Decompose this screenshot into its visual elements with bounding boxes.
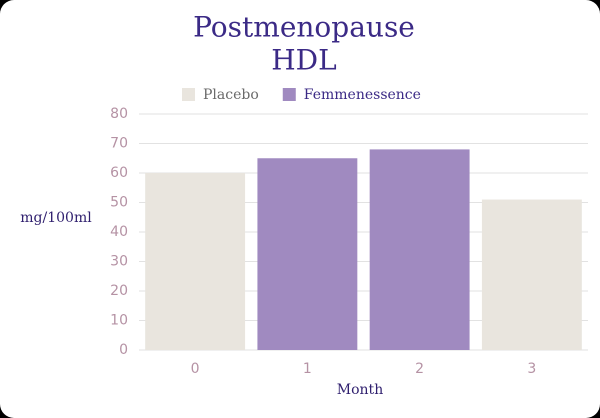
y-tick-label: 50 bbox=[110, 195, 128, 211]
chart-title: HDL bbox=[271, 44, 336, 77]
y-tick-label: 80 bbox=[110, 106, 128, 122]
y-tick-label: 20 bbox=[110, 283, 128, 299]
bar bbox=[145, 173, 246, 350]
bar bbox=[481, 199, 582, 350]
x-tick-label: 1 bbox=[303, 361, 312, 377]
y-tick-label: 70 bbox=[110, 136, 128, 152]
legend-swatch bbox=[282, 88, 296, 101]
x-tick-label: 2 bbox=[415, 361, 424, 377]
x-tick-label: 3 bbox=[527, 361, 536, 377]
y-tick-label: 60 bbox=[110, 165, 128, 181]
x-tick-label: 0 bbox=[191, 361, 200, 377]
y-tick-label: 10 bbox=[110, 313, 128, 329]
bar bbox=[257, 158, 358, 350]
x-axis-label: Month bbox=[337, 382, 383, 398]
legend-label: Placebo bbox=[203, 87, 259, 103]
legend-swatch bbox=[182, 88, 195, 101]
y-tick-label: 30 bbox=[110, 254, 128, 270]
y-tick-label: 40 bbox=[110, 224, 128, 240]
y-axis-label: mg/100ml bbox=[20, 210, 92, 226]
chart-title: Postmenopause bbox=[193, 11, 415, 44]
legend-label: Femmenessence bbox=[304, 87, 421, 103]
y-tick-label: 0 bbox=[119, 342, 128, 358]
bar bbox=[369, 149, 470, 350]
